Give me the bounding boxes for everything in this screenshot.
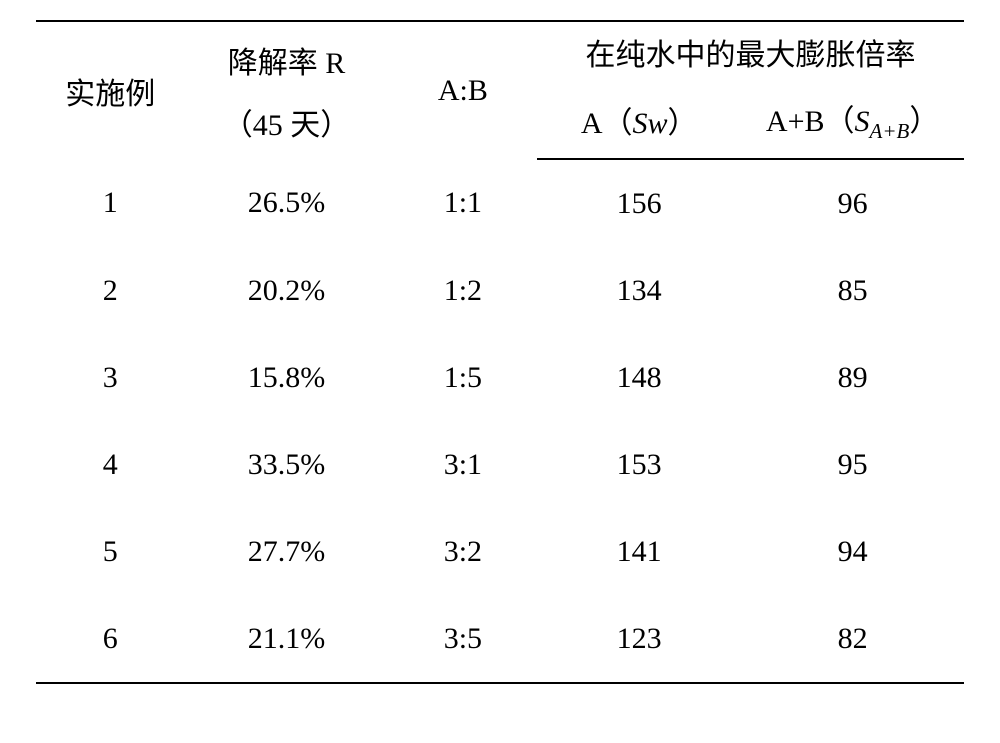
cell-a-sw: 148	[617, 361, 662, 394]
header-ab-prefix: A+B（	[766, 105, 855, 138]
cell-example: 3	[103, 361, 118, 394]
cell-a-sw: 134	[617, 274, 662, 307]
cell-ratio: 3:5	[444, 622, 482, 655]
cell-ab-sab: 94	[838, 535, 868, 568]
cell-degradation: 20.2%	[248, 274, 326, 307]
data-table: 实施例 降解率 R （45 天） A:B 在纯水中的最大膨胀倍率 A（Sw）	[36, 20, 964, 684]
table-row: 4 33.5% 3:1 153 95	[36, 421, 964, 508]
cell-degradation: 15.8%	[248, 361, 326, 394]
cell-example: 5	[103, 535, 118, 568]
table-row: 3 15.8% 1:5 148 89	[36, 334, 964, 421]
cell-example: 6	[103, 622, 118, 655]
cell-degradation: 27.7%	[248, 535, 326, 568]
cell-ratio: 1:2	[444, 274, 482, 307]
header-ab-suffix: ）	[909, 105, 939, 138]
cell-ratio: 3:2	[444, 535, 482, 568]
data-table-container: 实施例 降解率 R （45 天） A:B 在纯水中的最大膨胀倍率 A（Sw）	[0, 0, 1000, 684]
cell-example: 2	[103, 274, 118, 307]
cell-ab-sab: 82	[838, 622, 868, 655]
header-example: 实施例	[65, 78, 155, 111]
header-spanner: 在纯水中的最大膨胀倍率	[586, 39, 916, 72]
cell-degradation: 26.5%	[248, 186, 326, 219]
cell-example: 4	[103, 448, 118, 481]
table-row: 5 27.7% 3:2 141 94	[36, 508, 964, 595]
table-row: 1 26.5% 1:1 156 96	[36, 159, 964, 247]
cell-a-sw: 156	[617, 187, 662, 220]
cell-ratio: 1:5	[444, 361, 482, 394]
header-ab-sab: A+B（SA+B）	[766, 105, 939, 138]
cell-a-sw: 123	[617, 622, 662, 655]
header-ratio: A:B	[438, 74, 488, 107]
header-degradation-line1: 降解率 R	[184, 38, 388, 82]
cell-ratio: 1:1	[444, 186, 482, 219]
header-a-sw-prefix: A（	[581, 107, 633, 140]
cell-degradation: 21.1%	[248, 622, 326, 655]
cell-ab-sab: 96	[838, 187, 868, 220]
header-degradation-line2: （45 天）	[184, 100, 388, 144]
table-header: 实施例 降解率 R （45 天） A:B 在纯水中的最大膨胀倍率 A（Sw）	[36, 21, 964, 159]
table-body: 1 26.5% 1:1 156 96 2 20.2% 1:2 134 85 3 …	[36, 159, 964, 683]
cell-ab-sab: 95	[838, 448, 868, 481]
cell-ab-sab: 85	[838, 274, 868, 307]
cell-ab-sab: 89	[838, 361, 868, 394]
table-row: 2 20.2% 1:2 134 85	[36, 247, 964, 334]
cell-ratio: 3:1	[444, 448, 482, 481]
header-a-sw-suffix: ）	[668, 107, 698, 140]
header-a-sw-var: Sw	[633, 107, 668, 140]
header-a-sw: A（Sw）	[581, 107, 698, 140]
cell-a-sw: 141	[617, 535, 662, 568]
cell-a-sw: 153	[617, 448, 662, 481]
cell-example: 1	[103, 186, 118, 219]
header-ab-var-sub: A+B	[870, 119, 910, 143]
header-ab-var-main: S	[855, 105, 870, 138]
cell-degradation: 33.5%	[248, 448, 326, 481]
table-row: 6 21.1% 3:5 123 82	[36, 595, 964, 683]
